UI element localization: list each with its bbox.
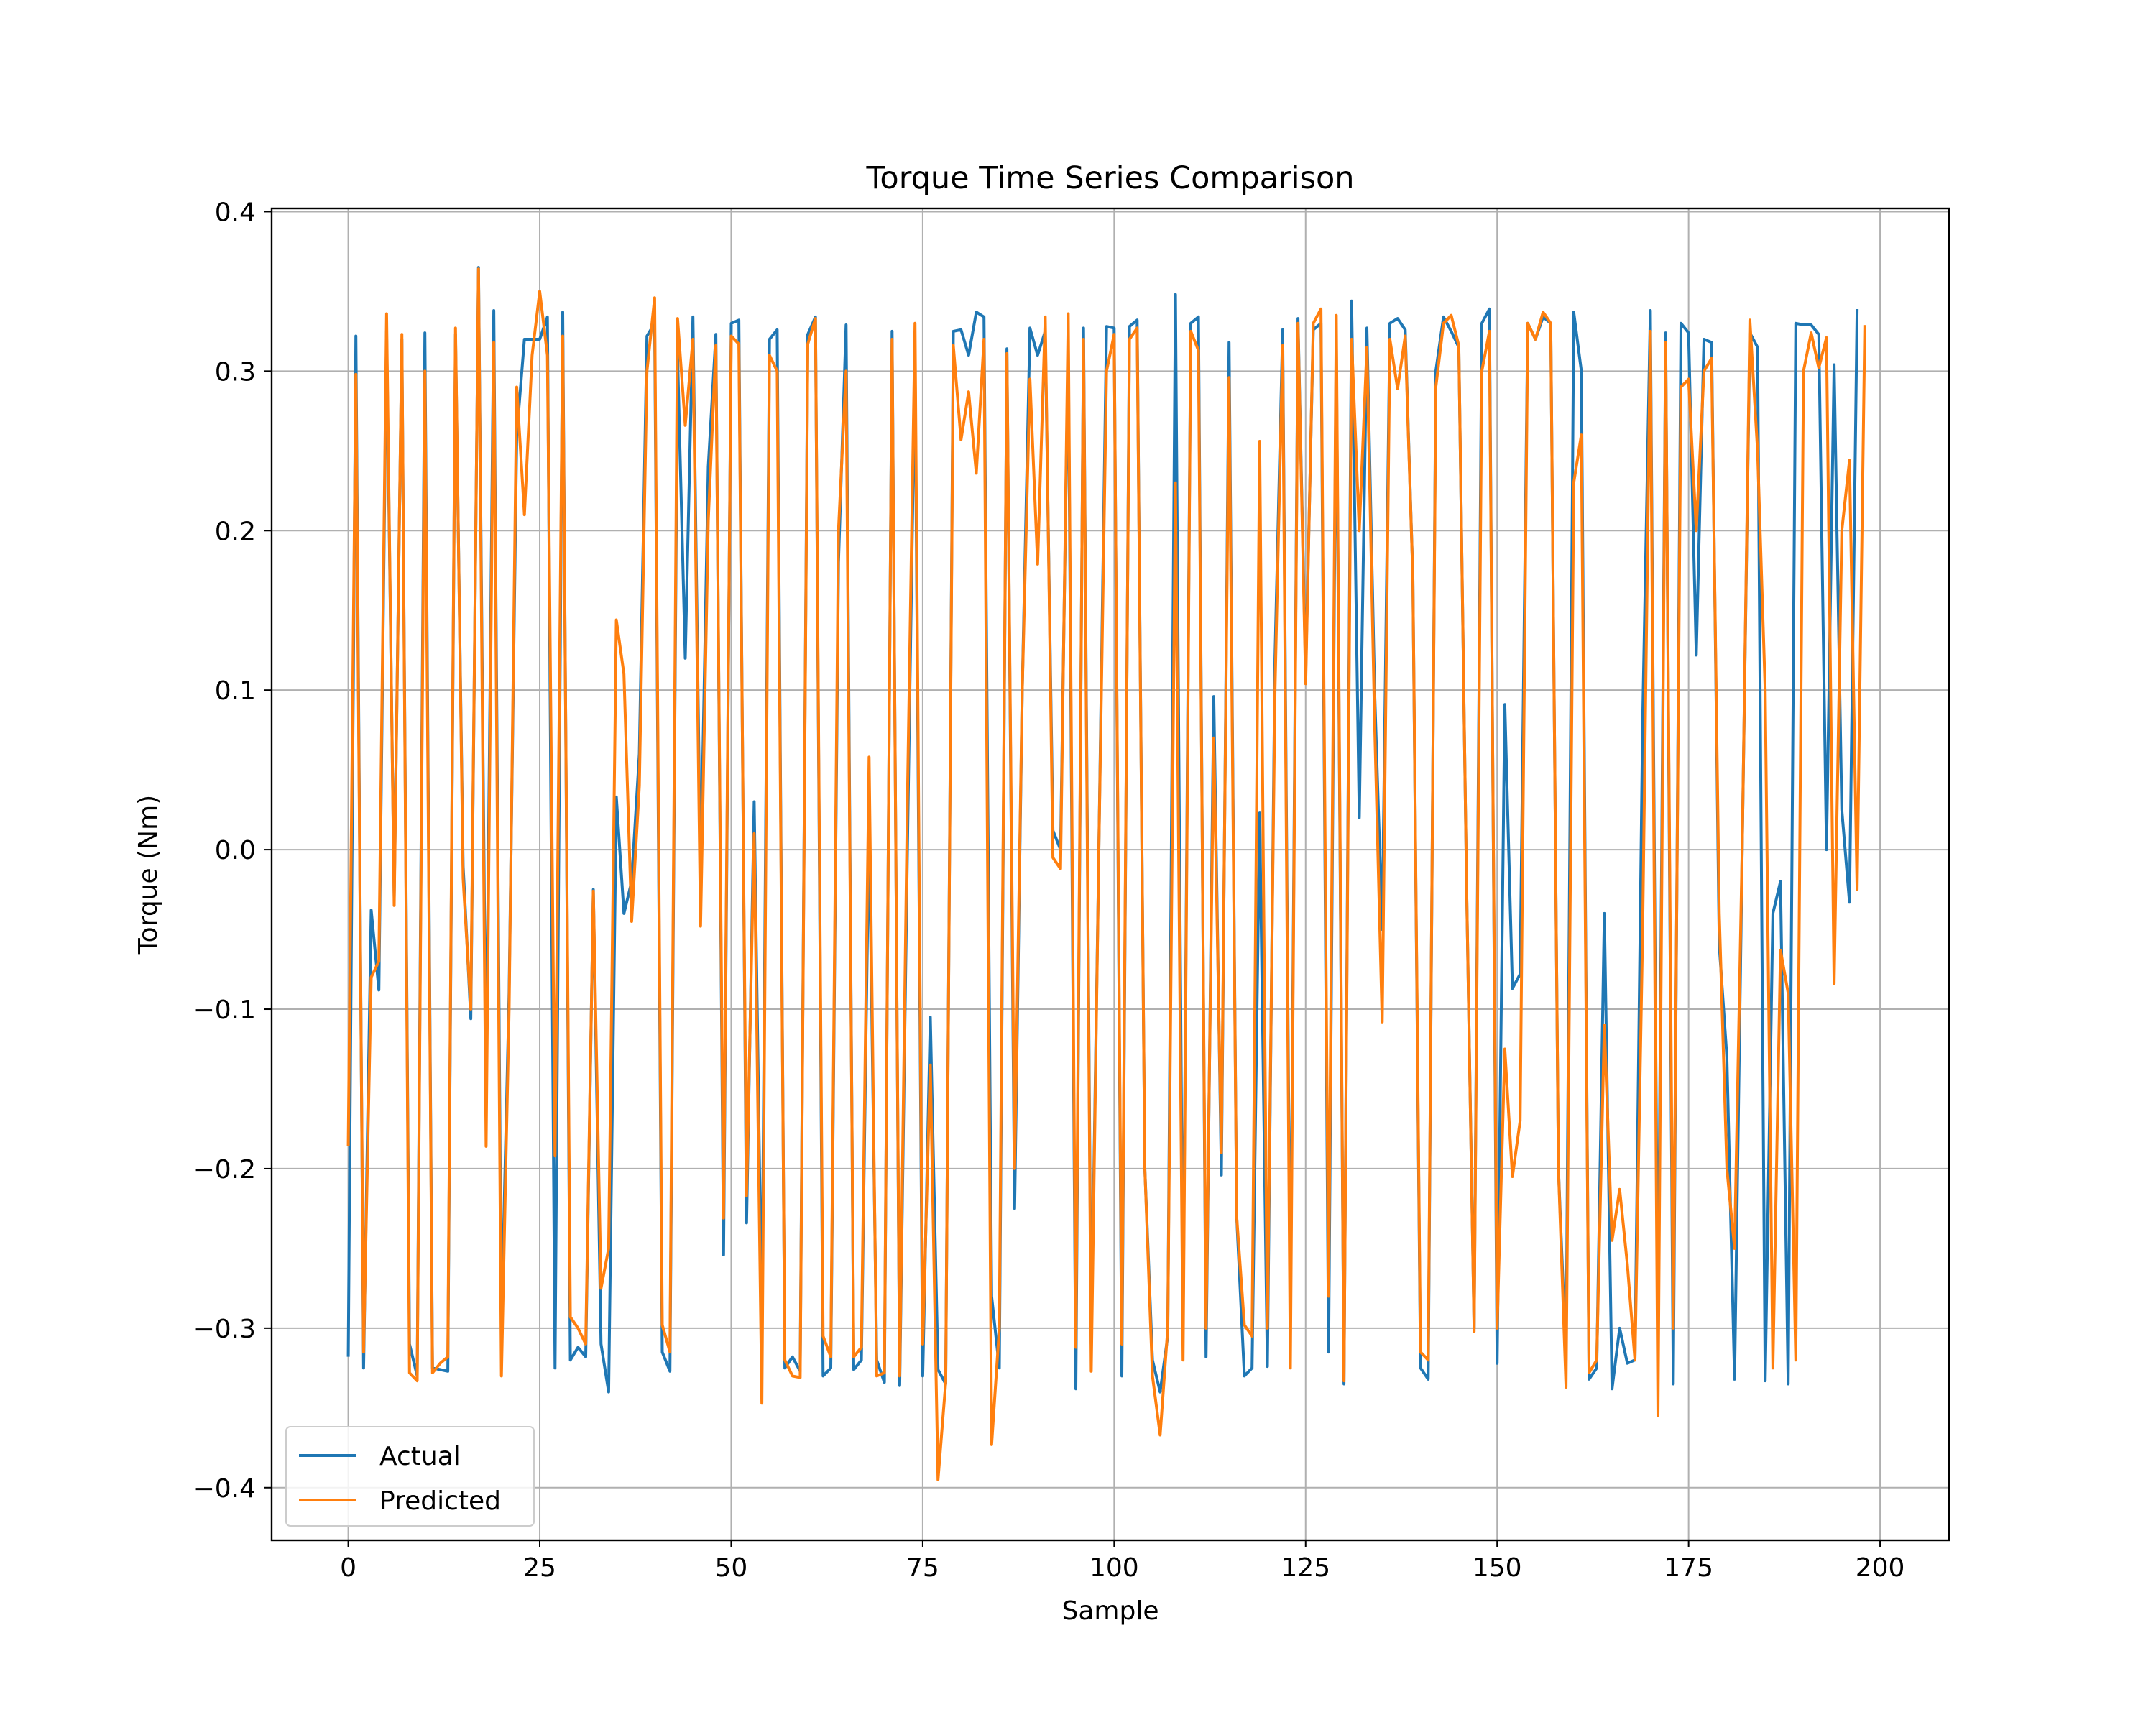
- x-axis-label: Sample: [1062, 1596, 1159, 1626]
- y-tick-label: −0.2: [193, 1155, 256, 1184]
- y-tick-label: 0.3: [215, 357, 256, 387]
- y-tick-label: 0.2: [215, 517, 256, 546]
- x-tick-label: 100: [1089, 1553, 1139, 1583]
- y-tick-label: −0.1: [193, 995, 256, 1025]
- legend-label-predicted: Predicted: [379, 1486, 501, 1516]
- legend-label-actual: Actual: [379, 1442, 461, 1471]
- plot-lines: [346, 266, 1866, 1481]
- y-tick-label: 0.0: [215, 836, 256, 865]
- x-tick-label: 125: [1281, 1553, 1330, 1583]
- chart-title: Torque Time Series Comparison: [865, 160, 1354, 196]
- x-tick-label: 150: [1473, 1553, 1522, 1583]
- x-tick-label: 50: [715, 1553, 748, 1583]
- x-tick-label: 75: [906, 1553, 939, 1583]
- y-axis-label: Torque (Nm): [134, 795, 163, 954]
- plot-frame: [270, 207, 1950, 1542]
- axis-ticks: 0 25 50 75 100 125 150 175 200 −0.4 −0.3 −0.2 −0.1 0.…: [193, 198, 1905, 1583]
- x-tick-label: 0: [340, 1553, 356, 1583]
- x-tick-label: 200: [1856, 1553, 1905, 1583]
- x-tick-label: 25: [523, 1553, 556, 1583]
- legend: Actual Predicted: [285, 1426, 535, 1527]
- y-tick-label: −0.4: [193, 1474, 256, 1504]
- series-line-predicted: [346, 267, 1866, 1481]
- y-tick-label: −0.3: [193, 1315, 256, 1344]
- y-tick-label: 0.1: [215, 676, 256, 706]
- y-tick-label: 0.4: [215, 198, 256, 227]
- x-tick-label: 175: [1664, 1553, 1713, 1583]
